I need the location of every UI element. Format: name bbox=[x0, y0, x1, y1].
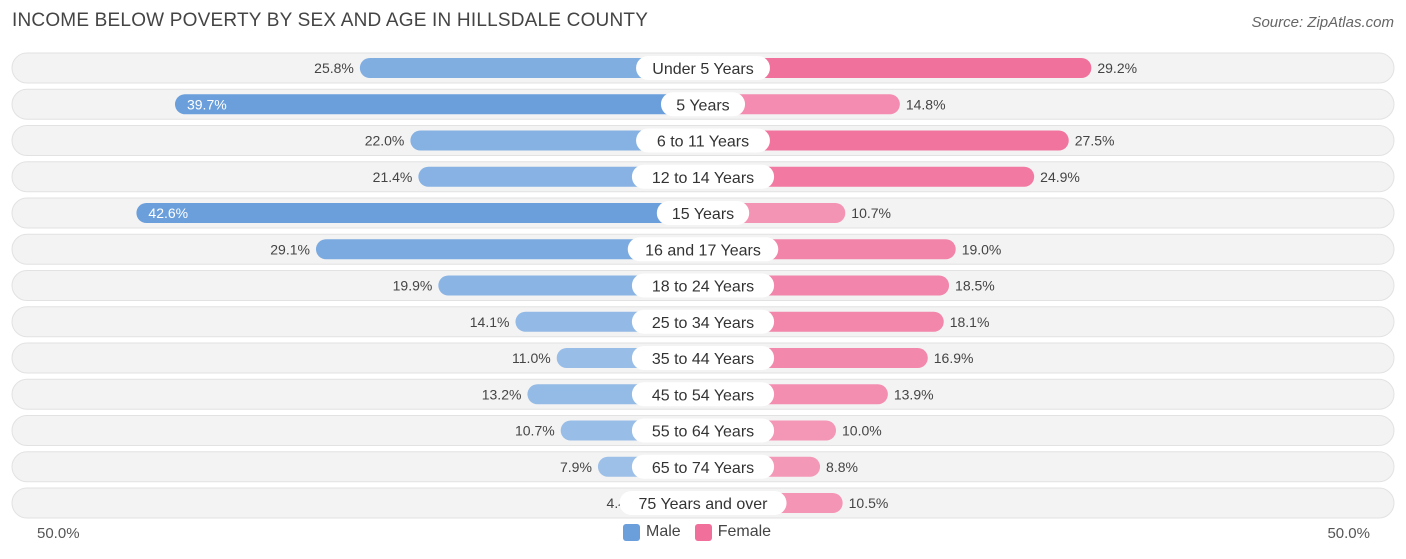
bar-male bbox=[418, 166, 703, 187]
category-label: 55 to 64 Years bbox=[652, 424, 754, 441]
axis-right-label: 50.0% bbox=[1327, 525, 1370, 542]
value-label-female: 14.8% bbox=[906, 96, 946, 112]
value-label-female: 10.5% bbox=[849, 495, 889, 511]
category-pill bbox=[631, 164, 775, 189]
category-pill bbox=[631, 309, 775, 334]
category-label: 45 to 54 Years bbox=[652, 387, 754, 404]
category-pill bbox=[631, 418, 775, 443]
source-credit: Source: ZipAtlas.com bbox=[1251, 14, 1394, 31]
value-label-male: 39.7% bbox=[187, 96, 227, 112]
value-label-female: 27.5% bbox=[1075, 133, 1115, 149]
category-pill bbox=[636, 128, 770, 153]
value-label-female: 13.9% bbox=[894, 386, 934, 402]
value-label-male: 11.0% bbox=[512, 350, 551, 366]
bar-female bbox=[703, 58, 1092, 78]
bar-female bbox=[703, 94, 900, 115]
category-label: 18 to 24 Years bbox=[652, 279, 754, 296]
category-pill bbox=[627, 237, 779, 262]
category-pill bbox=[631, 273, 775, 298]
legend-item-female: Female bbox=[694, 523, 772, 541]
category-pill bbox=[656, 201, 750, 225]
value-label-female: 29.2% bbox=[1097, 60, 1137, 76]
poverty-chart: 25.8% 29.2% Under 5 Years 39.7% 14.8% 5 Years… bbox=[11, 52, 1395, 519]
value-label-female: 19.0% bbox=[962, 241, 1002, 257]
category-pill bbox=[636, 56, 770, 80]
value-label-male: 42.6% bbox=[148, 205, 188, 221]
bar-female bbox=[703, 130, 1069, 151]
chart-title: INCOME BELOW POVERTY BY SEX AND AGE IN H… bbox=[12, 10, 649, 31]
category-label: 12 to 14 Years bbox=[652, 170, 754, 187]
value-label-male: 10.7% bbox=[515, 423, 555, 439]
value-label-female: 16.9% bbox=[934, 350, 974, 366]
legend-swatch-male bbox=[623, 523, 640, 541]
value-label-female: 10.7% bbox=[851, 205, 891, 221]
bar-male bbox=[136, 203, 704, 223]
legend-label-female: Female bbox=[717, 523, 772, 540]
category-label: 25 to 34 Years bbox=[652, 315, 754, 332]
category-label: Under 5 Years bbox=[652, 61, 753, 78]
bar-male bbox=[315, 239, 703, 260]
bar-female bbox=[703, 166, 1035, 187]
category-label: 6 to 11 Years bbox=[657, 134, 749, 151]
bar-male bbox=[174, 94, 704, 115]
legend-label-male: Male bbox=[646, 523, 681, 540]
value-label-female: 18.5% bbox=[955, 278, 995, 294]
category-pill bbox=[631, 382, 775, 407]
bar-male bbox=[410, 130, 703, 151]
category-pill bbox=[660, 92, 746, 117]
bar-male bbox=[359, 58, 703, 78]
value-label-female: 10.0% bbox=[842, 423, 882, 439]
value-label-male: 29.1% bbox=[270, 241, 310, 257]
axis-left-label: 50.0% bbox=[37, 525, 80, 542]
category-label: 16 and 17 Years bbox=[645, 242, 761, 259]
category-pill bbox=[619, 491, 787, 515]
category-label: 35 to 44 Years bbox=[652, 351, 754, 368]
value-label-female: 24.9% bbox=[1040, 169, 1080, 185]
value-label-male: 19.9% bbox=[393, 278, 433, 294]
legend: Male Female bbox=[623, 523, 785, 541]
value-label-female: 8.8% bbox=[826, 459, 858, 475]
legend-swatch-female bbox=[694, 523, 712, 541]
value-label-male: 21.4% bbox=[373, 169, 413, 185]
category-label: 5 Years bbox=[676, 97, 729, 114]
value-label-male: 7.9% bbox=[560, 459, 592, 475]
legend-item-male: Male bbox=[623, 523, 681, 541]
value-label-male: 22.0% bbox=[365, 133, 405, 149]
value-label-male: 14.1% bbox=[470, 314, 510, 330]
value-label-male: 25.8% bbox=[314, 60, 354, 76]
category-label: 75 Years and over bbox=[639, 496, 769, 513]
category-pill bbox=[631, 454, 775, 479]
category-label: 65 to 74 Years bbox=[652, 460, 754, 477]
value-label-female: 18.1% bbox=[950, 314, 990, 330]
category-label: 15 Years bbox=[672, 206, 734, 223]
value-label-male: 13.2% bbox=[482, 386, 522, 402]
category-pill bbox=[631, 346, 775, 370]
